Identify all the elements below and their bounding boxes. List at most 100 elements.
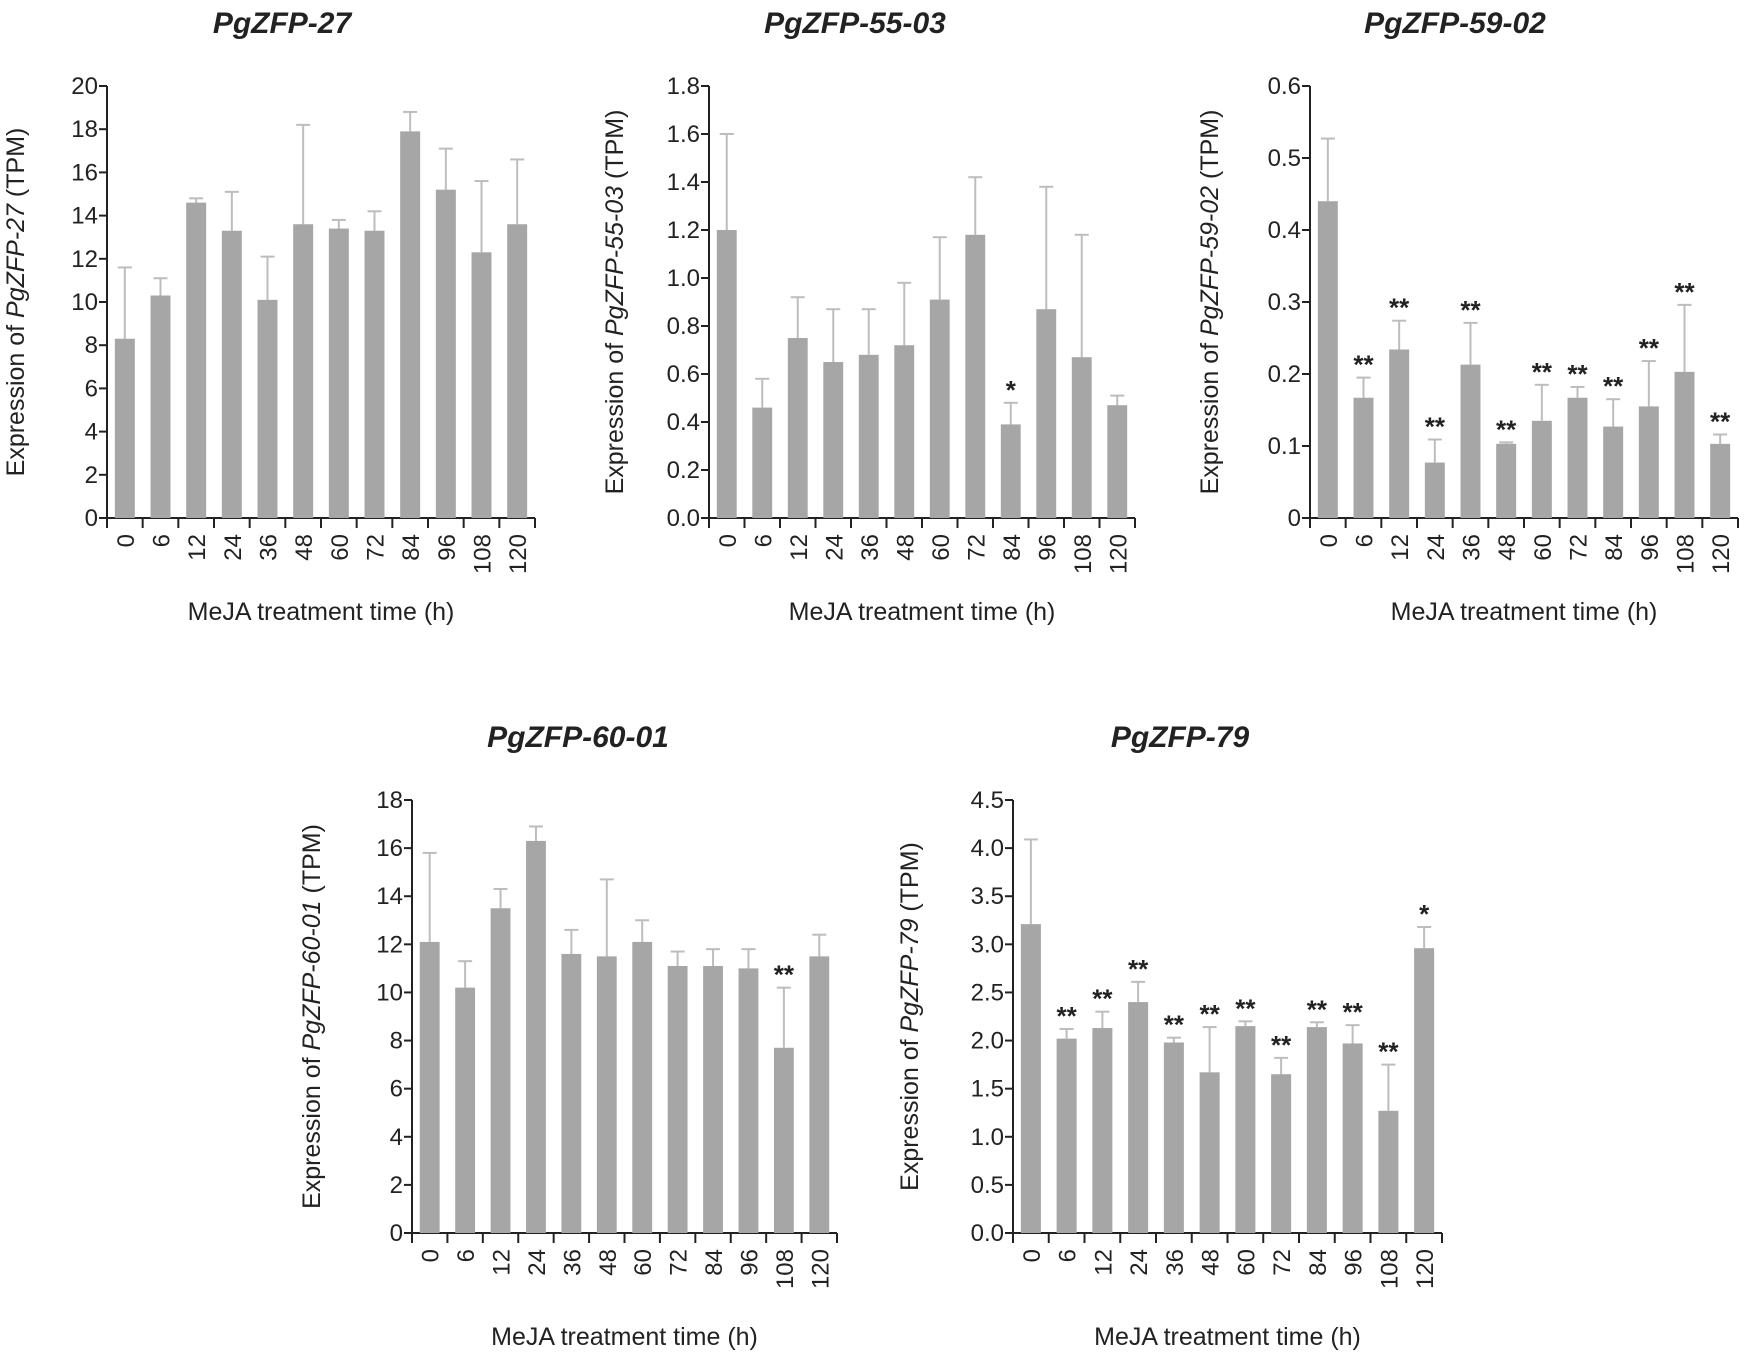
bar [1128, 1002, 1149, 1233]
y-axis-label-prefix: Expression of [2, 318, 30, 476]
y-tick-label: 0.5 [1268, 145, 1301, 172]
bar [596, 956, 617, 1233]
bar [1710, 443, 1731, 518]
y-tick-label: 10 [376, 979, 403, 1006]
significance-marker: ** [1164, 1010, 1185, 1040]
y-tick-label: 0.5 [971, 1172, 1004, 1199]
x-tick-label: 84 [398, 534, 425, 561]
x-tick-label: 60 [928, 534, 955, 561]
significance-marker: * [1419, 899, 1430, 929]
significance-marker: ** [1271, 1030, 1292, 1060]
bar [738, 968, 759, 1233]
bar [929, 299, 950, 518]
significance-marker: ** [1460, 295, 1481, 325]
y-tick-label: 1.6 [667, 121, 700, 148]
x-tick-label: 84 [1601, 534, 1628, 561]
y-axis-label-suffix: (TPM) [1196, 110, 1224, 186]
y-axis-label-gene: PgZFP-79 [896, 918, 924, 1032]
x-tick-label: 120 [1708, 534, 1735, 574]
bar [1389, 349, 1410, 518]
y-tick-label: 4 [390, 1124, 403, 1151]
x-tick-label: 24 [524, 1249, 551, 1276]
significance-marker: ** [774, 960, 795, 990]
x-tick-label: 60 [1233, 1249, 1260, 1276]
x-tick-label: 60 [1530, 534, 1557, 561]
bar [257, 299, 278, 518]
x-tick-label: 120 [807, 1249, 834, 1289]
significance-marker: * [1006, 375, 1017, 405]
bar [1036, 309, 1057, 518]
bar [1107, 405, 1128, 518]
bar [1163, 1042, 1184, 1233]
bar [526, 840, 546, 1233]
bar [1317, 201, 1338, 518]
x-tick-label: 12 [489, 1249, 516, 1276]
bar [1603, 426, 1624, 518]
y-tick-label: 6 [85, 375, 98, 402]
y-axis-label: Expression of PgZFP-59-02 (TPM) [1196, 110, 1224, 495]
bar [823, 362, 844, 518]
x-tick-label: 12 [786, 534, 813, 561]
significance-marker: ** [1639, 333, 1660, 363]
bar [787, 338, 808, 518]
y-axis-label-prefix: Expression of [298, 1051, 326, 1209]
y-axis-label-prefix: Expression of [1196, 336, 1224, 494]
y-tick-label: 18 [71, 116, 98, 143]
y-tick-label: 3.0 [971, 931, 1004, 958]
y-tick-label: 0.8 [667, 313, 700, 340]
bar [1460, 364, 1481, 518]
y-axis-label-suffix: (TPM) [2, 128, 30, 204]
significance-marker: ** [1674, 277, 1695, 307]
y-tick-label: 2 [390, 1172, 403, 1199]
x-tick-label: 72 [363, 534, 390, 561]
significance-marker: ** [1307, 994, 1328, 1024]
x-tick-label: 6 [1055, 1249, 1082, 1262]
bar [1056, 1038, 1077, 1233]
x-tick-label: 84 [1305, 1249, 1332, 1276]
y-tick-label: 0 [85, 505, 98, 532]
y-tick-label: 0.6 [667, 361, 700, 388]
chart-title: PgZFP-59-02 [1364, 7, 1546, 40]
significance-marker: ** [1567, 359, 1588, 389]
y-tick-label: 0.6 [1268, 73, 1301, 100]
y-tick-label: 16 [376, 835, 403, 862]
y-tick-label: 0.4 [1268, 217, 1301, 244]
y-tick-label: 10 [71, 289, 98, 316]
significance-marker: ** [1603, 371, 1624, 401]
y-tick-label: 4 [85, 419, 98, 446]
y-axis-label: Expression of PgZFP-60-01 (TPM) [298, 824, 326, 1209]
bar [1638, 406, 1659, 518]
y-tick-label: 0 [1288, 505, 1301, 532]
y-tick-label: 0.2 [667, 457, 700, 484]
x-tick-label: 6 [1352, 534, 1379, 547]
x-tick-label: 12 [1387, 534, 1414, 561]
y-tick-label: 1.5 [971, 1076, 1004, 1103]
x-tick-label: 72 [1566, 534, 1593, 561]
significance-marker: ** [1353, 350, 1374, 380]
y-tick-label: 1.2 [667, 217, 700, 244]
significance-marker: ** [1057, 1001, 1078, 1031]
x-tick-label: 6 [750, 534, 777, 547]
significance-marker: ** [1200, 999, 1221, 1029]
bar [1353, 397, 1374, 518]
x-tick-label: 96 [434, 534, 461, 561]
x-tick-label: 36 [857, 534, 884, 561]
bar [1674, 371, 1695, 518]
y-tick-label: 0.0 [971, 1220, 1004, 1247]
y-tick-label: 12 [376, 931, 403, 958]
bar [221, 230, 242, 518]
x-tick-label: 12 [1090, 1249, 1117, 1276]
x-tick-label: 36 [256, 534, 283, 561]
x-tick-label: 24 [220, 534, 247, 561]
x-tick-label: 48 [1494, 534, 1521, 561]
x-tick-label: 24 [1423, 534, 1450, 561]
x-tick-label: 48 [892, 534, 919, 561]
x-tick-label: 6 [453, 1249, 480, 1262]
y-tick-label: 14 [71, 203, 98, 230]
x-tick-label: 0 [1316, 534, 1343, 547]
y-axis-label-prefix: Expression of [601, 336, 629, 494]
